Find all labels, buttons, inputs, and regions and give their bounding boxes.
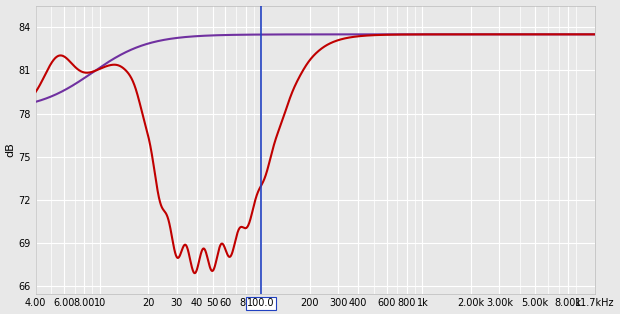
Y-axis label: dB: dB <box>6 142 16 157</box>
